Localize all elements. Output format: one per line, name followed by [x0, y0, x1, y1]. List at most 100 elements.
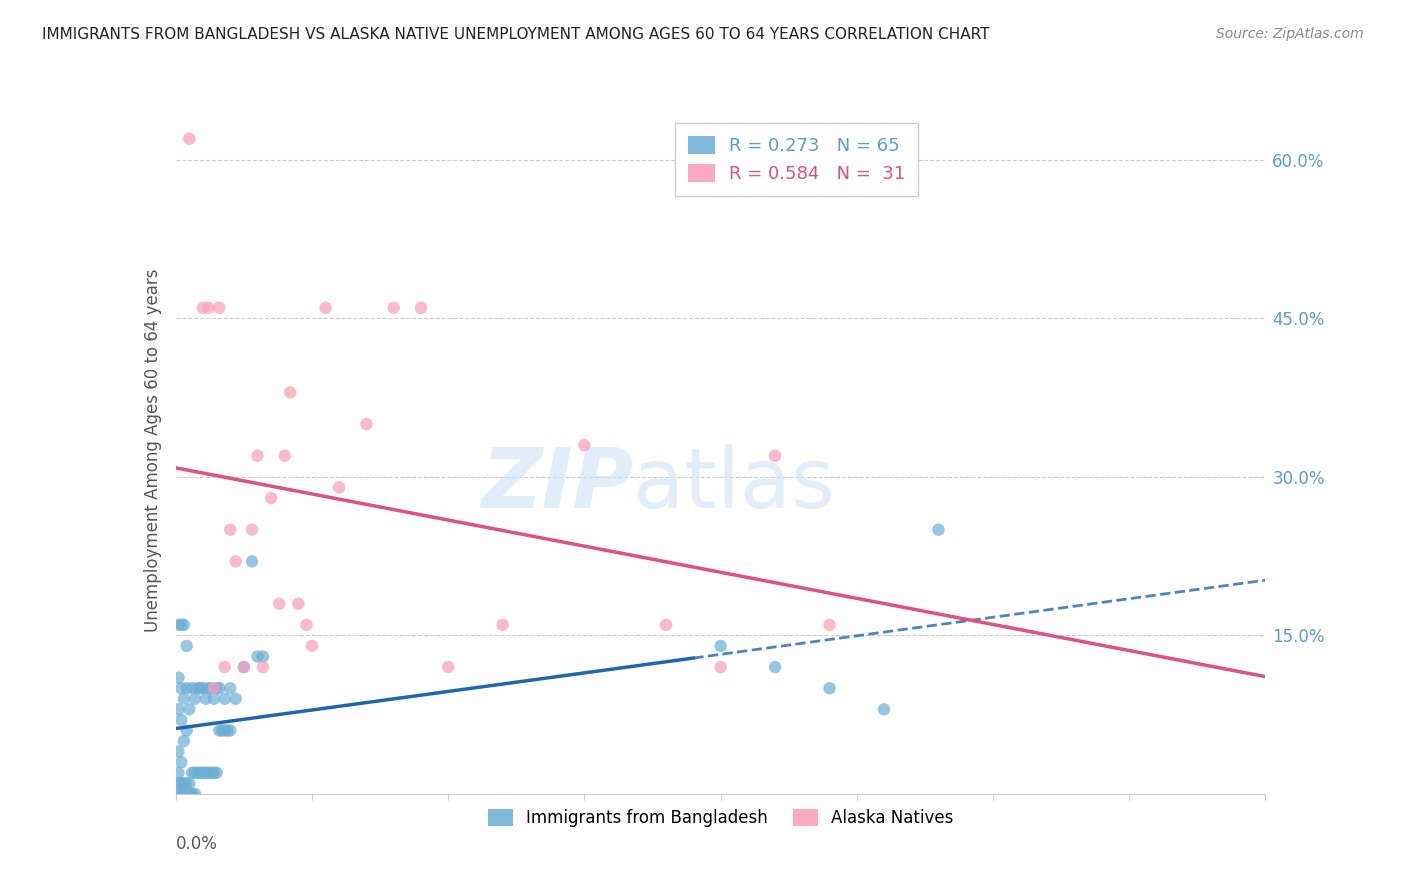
Point — [287, 597, 309, 611]
Point — [574, 438, 596, 452]
Point — [260, 491, 283, 505]
Point — [217, 723, 239, 738]
Point — [167, 617, 190, 632]
Point — [181, 681, 204, 696]
Point — [269, 597, 291, 611]
Point — [170, 755, 193, 769]
Point — [167, 765, 190, 780]
Point — [176, 723, 198, 738]
Point — [710, 660, 733, 674]
Point — [246, 649, 269, 664]
Point — [208, 301, 231, 315]
Point — [232, 660, 254, 674]
Point — [173, 691, 195, 706]
Point — [200, 765, 222, 780]
Point — [219, 723, 242, 738]
Point — [202, 765, 225, 780]
Point — [219, 681, 242, 696]
Point — [208, 681, 231, 696]
Point — [181, 765, 204, 780]
Point — [202, 691, 225, 706]
Point — [197, 301, 219, 315]
Point — [181, 787, 204, 801]
Point — [170, 787, 193, 801]
Text: 0.0%: 0.0% — [176, 835, 218, 853]
Point — [176, 776, 198, 790]
Point — [356, 417, 378, 431]
Point — [197, 765, 219, 780]
Point — [173, 787, 195, 801]
Point — [184, 765, 207, 780]
Point — [167, 787, 190, 801]
Point — [818, 617, 841, 632]
Point — [225, 554, 247, 568]
Point — [179, 132, 201, 146]
Point — [194, 765, 217, 780]
Point — [184, 691, 207, 706]
Legend: Immigrants from Bangladesh, Alaska Natives: Immigrants from Bangladesh, Alaska Nativ… — [481, 802, 960, 834]
Point — [200, 681, 222, 696]
Point — [710, 639, 733, 653]
Point — [179, 776, 201, 790]
Point — [225, 691, 247, 706]
Point — [328, 480, 350, 494]
Point — [170, 681, 193, 696]
Point — [186, 765, 209, 780]
Point — [205, 681, 228, 696]
Point — [208, 723, 231, 738]
Text: ZIP: ZIP — [481, 444, 633, 525]
Point — [179, 787, 201, 801]
Point — [214, 660, 236, 674]
Point — [191, 681, 214, 696]
Point — [240, 523, 263, 537]
Point — [928, 523, 950, 537]
Point — [179, 702, 201, 716]
Point — [167, 776, 190, 790]
Point — [246, 449, 269, 463]
Point — [214, 723, 236, 738]
Point — [167, 745, 190, 759]
Point — [188, 681, 211, 696]
Point — [818, 681, 841, 696]
Text: IMMIGRANTS FROM BANGLADESH VS ALASKA NATIVE UNEMPLOYMENT AMONG AGES 60 TO 64 YEA: IMMIGRANTS FROM BANGLADESH VS ALASKA NAT… — [42, 27, 990, 42]
Point — [437, 660, 460, 674]
Point — [176, 639, 198, 653]
Point — [763, 449, 786, 463]
Point — [274, 449, 297, 463]
Y-axis label: Unemployment Among Ages 60 to 64 years: Unemployment Among Ages 60 to 64 years — [143, 268, 162, 632]
Point — [211, 723, 233, 738]
Point — [278, 385, 301, 400]
Point — [205, 765, 228, 780]
Point — [167, 702, 190, 716]
Point — [191, 301, 214, 315]
Text: atlas: atlas — [633, 444, 835, 525]
Point — [188, 765, 211, 780]
Point — [763, 660, 786, 674]
Point — [214, 691, 236, 706]
Point — [170, 776, 193, 790]
Point — [173, 617, 195, 632]
Point — [170, 713, 193, 727]
Point — [240, 554, 263, 568]
Point — [197, 681, 219, 696]
Text: Source: ZipAtlas.com: Source: ZipAtlas.com — [1216, 27, 1364, 41]
Point — [409, 301, 432, 315]
Point — [191, 765, 214, 780]
Point — [202, 681, 225, 696]
Point — [382, 301, 405, 315]
Point — [252, 660, 274, 674]
Point — [194, 691, 217, 706]
Point — [186, 681, 209, 696]
Point — [315, 301, 337, 315]
Point — [176, 681, 198, 696]
Point — [173, 734, 195, 748]
Point — [184, 787, 207, 801]
Point — [167, 671, 190, 685]
Point — [873, 702, 896, 716]
Point — [295, 617, 318, 632]
Point — [655, 617, 678, 632]
Point — [492, 617, 515, 632]
Point — [170, 617, 193, 632]
Point — [252, 649, 274, 664]
Point — [219, 523, 242, 537]
